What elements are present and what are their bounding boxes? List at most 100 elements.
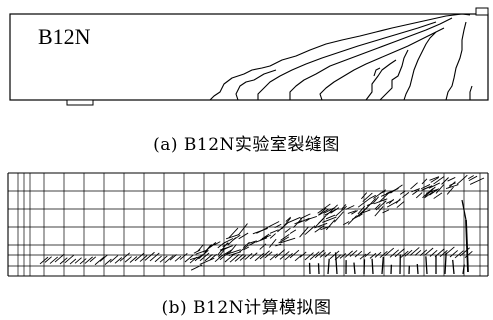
crack-stroke [344, 250, 353, 258]
crack-stroke [415, 192, 423, 199]
crack-stroke [252, 227, 268, 235]
crack-stroke [238, 232, 249, 240]
crack-stroke [210, 241, 217, 247]
crack-stroke [104, 258, 112, 265]
crack-stroke [351, 210, 358, 215]
crack-stroke [374, 251, 382, 258]
crack-stroke [399, 190, 406, 195]
crack-stroke [326, 204, 338, 216]
crack-stroke [189, 256, 201, 261]
crack-stroke [269, 229, 279, 234]
crack-stroke [89, 256, 97, 263]
crack-stroke [281, 217, 291, 230]
crack-stroke [354, 250, 363, 258]
crack-stroke [59, 257, 68, 265]
crack-stroke [339, 253, 347, 259]
crack-stroke [193, 249, 201, 254]
crack-stroke [318, 208, 329, 216]
crack-stroke [382, 209, 390, 214]
crack-stroke [129, 256, 138, 263]
crack-stroke [255, 237, 268, 243]
crack-stroke [247, 240, 257, 245]
crack-stroke [340, 204, 347, 210]
crack-stroke [305, 217, 311, 222]
crack-stroke [224, 253, 235, 263]
crack-stroke [324, 208, 338, 216]
crack-stroke [357, 205, 366, 215]
crack-stroke [223, 238, 234, 244]
crack-stroke [434, 248, 445, 258]
crack-stroke [441, 177, 449, 185]
crack-stroke [228, 244, 237, 254]
support-plate [66, 99, 94, 106]
crack-stroke [274, 249, 286, 259]
crack-stroke [394, 248, 405, 258]
vertical-crack-stroke [452, 259, 455, 275]
crack-stroke [319, 252, 327, 258]
crack-stroke [347, 215, 358, 225]
crack-stroke [379, 250, 388, 258]
crack-stroke [266, 221, 280, 229]
vertical-crack-stroke [444, 252, 447, 275]
crack-7 [379, 49, 409, 101]
crack-stroke [372, 196, 379, 204]
crack-stroke [410, 182, 418, 190]
crack-stroke [299, 226, 309, 238]
crack-stroke [412, 189, 420, 196]
crack-stroke [378, 192, 390, 203]
crack-stroke [433, 176, 445, 185]
crack-stroke [293, 218, 303, 228]
crack-stroke [469, 177, 485, 185]
crack-stroke [464, 250, 473, 258]
crack-stroke [349, 250, 358, 257]
crack-stroke [195, 249, 208, 255]
crack-stroke [154, 255, 162, 263]
crack-stroke [329, 250, 340, 260]
crack-4 [289, 17, 453, 100]
crack-stroke [468, 175, 474, 180]
crack-stroke [342, 221, 350, 226]
crack-stroke [84, 256, 93, 264]
crack-stroke [314, 249, 325, 259]
crack-stroke [119, 252, 131, 262]
crack-stroke [359, 253, 367, 260]
crack-stroke [333, 211, 344, 223]
crack-stroke [198, 249, 209, 260]
crack-stroke [454, 250, 464, 259]
crack-stroke [385, 199, 394, 204]
crack-stroke [421, 185, 433, 191]
crack-stroke [134, 252, 145, 262]
crack-stroke [225, 234, 240, 240]
crack-stroke [456, 174, 468, 185]
crack-stroke [324, 251, 331, 258]
vertical-crack-stroke [317, 263, 320, 275]
crack-stroke [304, 225, 316, 235]
crack-stroke [109, 255, 119, 263]
crack-stroke [219, 251, 230, 261]
crack-stroke [261, 235, 269, 239]
crack-5 [319, 27, 445, 101]
crack-stroke [159, 255, 168, 263]
main-vertical-crack [461, 199, 467, 221]
crack-stroke [428, 182, 440, 189]
crack-stroke [304, 252, 314, 261]
crack-stroke [194, 253, 203, 262]
crack-stroke [254, 252, 264, 262]
crack-stroke [259, 243, 267, 250]
crack-stroke [232, 234, 241, 241]
crack-stroke [179, 252, 188, 260]
vertical-crack-stroke [353, 262, 356, 275]
crack-stroke [217, 242, 229, 256]
crack-stroke [54, 253, 65, 263]
crack-stroke [243, 241, 250, 249]
vertical-crack-stroke [371, 258, 374, 275]
crack-stroke [264, 251, 273, 259]
crack-stroke [309, 251, 320, 260]
beam-label: B12N [38, 24, 91, 49]
crack-stroke [238, 223, 248, 236]
vertical-crack-stroke [416, 264, 419, 275]
crack-stroke [369, 194, 376, 199]
crack-stroke [448, 181, 456, 189]
crack-stroke [447, 177, 456, 182]
crack-stroke [209, 253, 217, 261]
